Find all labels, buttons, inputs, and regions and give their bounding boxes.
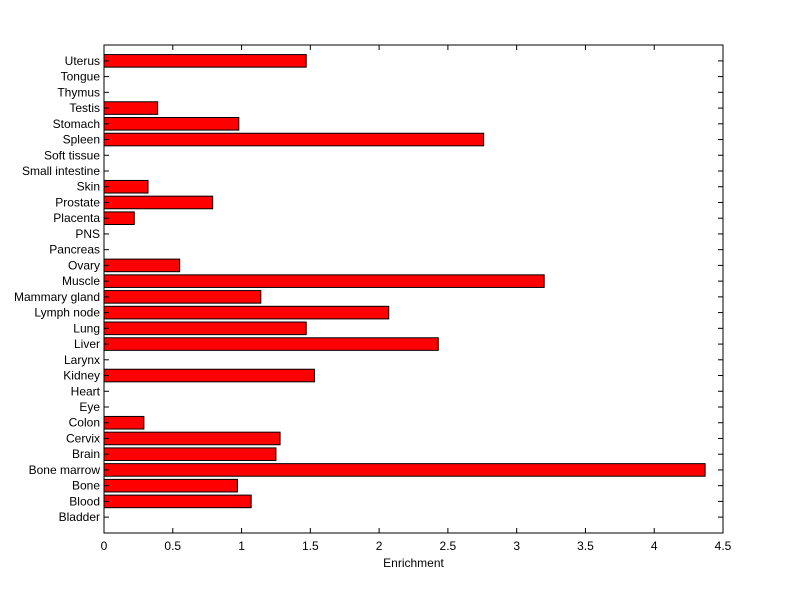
y-tick-label-eye: Eye: [79, 400, 100, 414]
x-tick-label: 2.5: [440, 539, 457, 553]
y-tick-label-heart: Heart: [71, 384, 101, 398]
plot-frame: [103, 44, 724, 534]
y-tick-label-uterus: Uterus: [65, 54, 100, 68]
bar-testis: [103, 101, 159, 115]
bar-cervix: [103, 431, 281, 446]
x-tick-label: 3: [513, 539, 520, 553]
y-tick-label-lymph-node: Lymph node: [34, 306, 100, 320]
bars-layer: [103, 54, 706, 509]
y-tick-label-liver: Liver: [74, 337, 100, 351]
y-tick-label-soft-tissue: Soft tissue: [44, 148, 100, 162]
y-tick-label-placenta: Placenta: [53, 211, 100, 225]
bar-kidney: [103, 368, 315, 383]
bar-spleen: [103, 132, 485, 147]
y-tick-label-ovary: Ovary: [68, 258, 100, 272]
y-tick-label-spleen: Spleen: [63, 133, 100, 147]
bar-lymph-node: [103, 305, 390, 320]
x-tick-label: 4: [651, 539, 658, 553]
y-tick-label-brain: Brain: [72, 447, 100, 461]
y-tick-label-pancreas: Pancreas: [49, 243, 100, 257]
y-tick-label-bladder: Bladder: [59, 510, 100, 524]
bar-prostate: [103, 195, 214, 210]
y-tick-label-mammary-gland: Mammary gland: [14, 290, 100, 304]
y-tick-label-bone-marrow: Bone marrow: [29, 463, 101, 477]
bar-brain: [103, 447, 277, 462]
bar-muscle: [103, 274, 545, 288]
y-tick-label-larynx: Larynx: [64, 353, 100, 367]
y-tick-label-prostate: Prostate: [55, 195, 100, 209]
bar-blood: [103, 494, 252, 509]
y-tick-label-small-intestine: Small intestine: [22, 164, 100, 178]
x-tick-label: 2: [376, 539, 383, 553]
bar-uterus: [103, 54, 307, 68]
x-axis-title: Enrichment: [383, 556, 444, 570]
x-tick-label: 0.5: [164, 539, 181, 553]
y-tick-label-skin: Skin: [77, 180, 100, 194]
y-tick-label-tongue: Tongue: [61, 70, 101, 84]
bar-ovary: [103, 258, 181, 273]
bar-stomach: [103, 117, 240, 131]
bar-lung: [103, 321, 307, 336]
x-tick-label: 3.5: [577, 539, 594, 553]
bar-bone-marrow: [103, 463, 706, 477]
y-tick-label-stomach: Stomach: [53, 117, 100, 131]
y-tick-label-bone: Bone: [72, 479, 100, 493]
bar-skin: [103, 179, 149, 194]
y-tick-label-blood: Blood: [69, 494, 100, 508]
bar-bone: [103, 478, 238, 493]
bar-liver: [103, 337, 439, 351]
ticks-layer: [103, 45, 724, 533]
bar-mammary-gland: [103, 290, 262, 304]
x-tick-label: 4.5: [715, 539, 732, 553]
y-tick-label-colon: Colon: [69, 416, 100, 430]
y-tick-label-thymus: Thymus: [57, 85, 100, 99]
y-tick-label-muscle: Muscle: [62, 274, 100, 288]
x-tick-label: 1: [238, 539, 245, 553]
y-tick-label-testis: Testis: [69, 101, 100, 115]
x-tick-label: 1.5: [302, 539, 319, 553]
y-tick-label-lung: Lung: [73, 321, 100, 335]
bar-colon: [103, 415, 145, 430]
y-tick-label-cervix: Cervix: [66, 431, 100, 445]
y-tick-label-pns: PNS: [75, 227, 100, 241]
y-tick-label-kidney: Kidney: [63, 369, 100, 383]
x-tick-labels: 0 0.5 1 1.5 2 2.5 3 3.5 4 4.5: [101, 539, 732, 553]
x-tick-label: 0: [101, 539, 108, 553]
